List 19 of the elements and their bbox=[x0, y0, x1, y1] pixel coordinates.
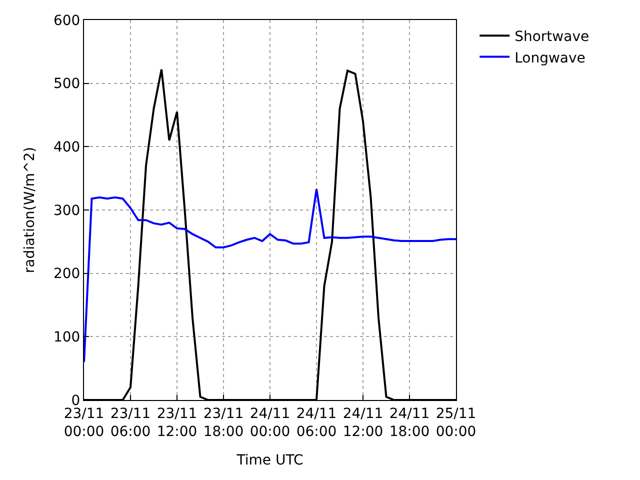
x-tick-label: 23/11 18:00 bbox=[203, 406, 244, 440]
y-tick-label: 100 bbox=[53, 330, 80, 346]
legend-label: Shortwave bbox=[514, 29, 590, 46]
y-tick-label: 200 bbox=[53, 266, 80, 282]
x-tick-label: 23/11 06:00 bbox=[110, 406, 151, 440]
x-tick-label: 24/11 00:00 bbox=[250, 406, 290, 440]
y-tick-label: 300 bbox=[53, 202, 80, 219]
y-axis-title: radiation(W/m^2) bbox=[22, 146, 38, 274]
x-tick-label: 23/11 12:00 bbox=[156, 406, 198, 440]
y-tick-label: 400 bbox=[53, 140, 80, 156]
x-tick-label: 25/11 00:00 bbox=[436, 406, 476, 440]
x-tick-label: 24/11 06:00 bbox=[296, 406, 337, 440]
legend-label: Longwave bbox=[514, 50, 586, 66]
x-axis-title: Time UTC bbox=[236, 452, 304, 468]
y-tick-label: 500 bbox=[53, 76, 80, 92]
line-series bbox=[84, 188, 456, 363]
y-tick-label: 600 bbox=[53, 12, 80, 29]
x-tick-label: 24/11 18:00 bbox=[389, 406, 430, 440]
x-tick-label: 24/11 12:00 bbox=[342, 406, 384, 440]
